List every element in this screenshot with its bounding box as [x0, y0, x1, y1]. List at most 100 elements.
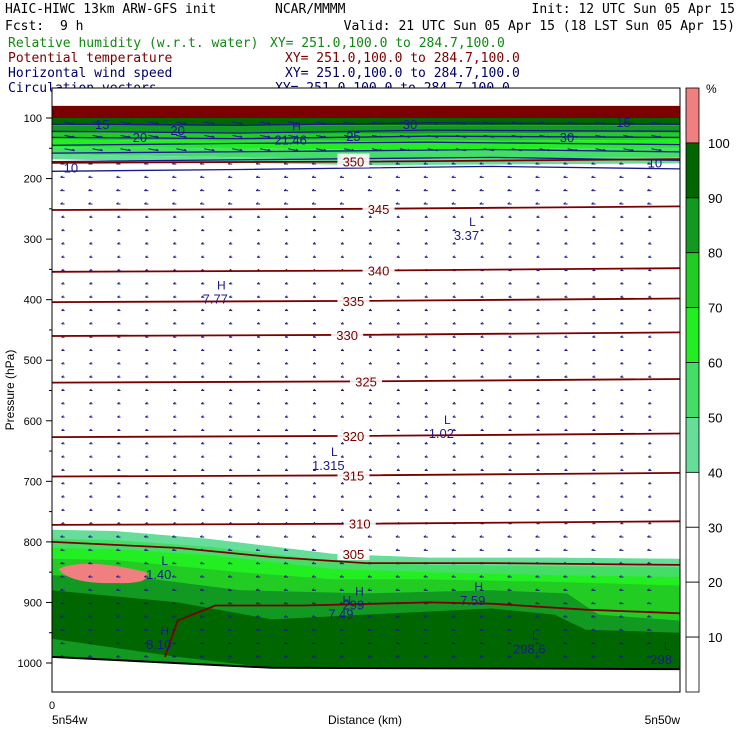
wind-label: 10 — [64, 161, 78, 176]
colorbar-level: 100 — [708, 136, 730, 151]
colorbar-segment — [685, 307, 700, 363]
hl-mark-type: H — [160, 624, 169, 638]
theta-label-bg — [362, 262, 395, 277]
wind-contour-line — [52, 141, 680, 146]
theta-contour-330 — [52, 331, 680, 337]
field-xy: XY= 251.0,100.0 to 284.7,100.0 — [285, 51, 520, 66]
hl-mark-value: 1.02 — [429, 426, 454, 441]
wind-contour-line — [52, 148, 680, 154]
colorbar-segment — [685, 142, 700, 199]
colorbar-level: 70 — [708, 301, 722, 316]
theta-label: 330 — [336, 328, 358, 343]
colorbar: % 10 20 30 40 50 60 70 80 90 100 — [685, 82, 730, 693]
y-tick-label: 200 — [24, 174, 42, 186]
x-left-label: 5n54w — [52, 713, 88, 727]
y-tick-label: 700 — [24, 476, 42, 488]
hl-mark-value: 298.6 — [513, 642, 546, 657]
colorbar-segment — [685, 526, 700, 583]
theta-label: 350 — [343, 155, 365, 170]
y-tick-label: 900 — [24, 597, 42, 609]
wind-contour-line — [52, 129, 680, 134]
hl-mark-type: H — [343, 594, 352, 608]
colorbar-level: 10 — [708, 630, 722, 645]
field-legend: Relative humidity (w.r.t. water) XY= 251.… — [8, 36, 520, 96]
theta-contour-low — [164, 601, 680, 658]
theta-label-bg — [343, 515, 376, 530]
rh-blob-over-100 — [58, 563, 148, 584]
field-name: Potential temperature — [8, 51, 173, 66]
rh-band-upper-90 — [52, 125, 680, 134]
wind-label: 30 — [403, 117, 417, 132]
theta-label-bg — [337, 546, 370, 560]
header-valid: Valid: 21 UTC Sun 05 Apr 15 (18 LST Sun … — [344, 19, 735, 34]
theta-label-bg — [337, 292, 370, 307]
theta-label-bg — [362, 200, 395, 215]
hl-mark-type: L — [532, 629, 539, 643]
field-xy: XY= 251.0,100.0 to 284.7,100.0 — [270, 36, 505, 51]
hl-mark-value: 1.315 — [312, 458, 345, 473]
hl-mark-value: 21.46 — [274, 132, 307, 147]
hl-mark-type: H — [474, 580, 483, 594]
wind-contour-line — [52, 122, 680, 126]
colorbar-segment — [685, 197, 700, 254]
theta-label-bg — [331, 326, 364, 341]
wind-label: 25 — [346, 129, 360, 144]
x-zero-label: 0 — [49, 700, 55, 712]
header-org: NCAR/MMMM — [275, 2, 346, 17]
colorbar-segment — [685, 252, 700, 309]
hl-mark-value: 1.40 — [146, 567, 171, 582]
hl-mark-type: L — [331, 445, 338, 459]
colorbar-level: 90 — [708, 191, 722, 206]
hl-mark-type: H — [355, 584, 364, 598]
theta-label: 315 — [343, 468, 365, 483]
colorbar-segment — [685, 581, 700, 638]
colorbar-segment — [685, 471, 700, 528]
hl-mark-type: L — [444, 413, 451, 427]
y-tick-label: 500 — [24, 355, 42, 367]
wind-contour-line — [52, 156, 680, 163]
x-right-label: 5n50w — [645, 713, 681, 727]
field-name: Relative humidity (w.r.t. water) — [8, 36, 258, 51]
colorbar-level: 80 — [708, 246, 722, 261]
hl-mark-type: L — [469, 215, 476, 229]
wind-contour-line — [52, 165, 680, 172]
rh-band-low-100 — [52, 590, 680, 670]
theta-label: 345 — [368, 202, 390, 217]
theta-label: 340 — [368, 264, 390, 279]
hl-mark-type: L — [161, 554, 168, 568]
hl-mark-type: H — [292, 119, 301, 133]
y-tick-label: 600 — [24, 416, 42, 428]
colorbar-segment — [685, 362, 700, 418]
wind-contour-line — [52, 135, 680, 140]
field-name: Horizontal wind speed — [8, 66, 172, 81]
colorbar-segment — [685, 417, 700, 473]
hl-mark-value: 8.10 — [146, 637, 171, 652]
rh-band-upper-70 — [52, 139, 680, 150]
header-init: Init: 12 UTC Sun 05 Apr 15 — [532, 2, 736, 17]
hl-mark-value: 298 — [650, 652, 672, 667]
terrain-line — [52, 655, 680, 671]
colorbar-level: 20 — [708, 575, 722, 590]
header-model: HAIC-HIWC 13km ARW-GFS init — [5, 2, 216, 17]
wind-label: 20 — [170, 123, 184, 138]
theta-label: 305 — [343, 547, 365, 562]
colorbar-level: 60 — [708, 356, 722, 371]
header-fcst-label: Fcst: — [5, 19, 44, 34]
colorbar-level: 30 — [708, 520, 722, 535]
colorbar-segment — [685, 87, 700, 144]
y-tick-label: 800 — [24, 537, 42, 549]
hl-mark-value: 7.59 — [460, 593, 485, 608]
hl-mark-type: H — [217, 279, 226, 293]
theta-label: 325 — [355, 374, 377, 389]
hl-mark-type: L — [664, 639, 671, 653]
hl-mark-value: 7.49 — [328, 607, 353, 622]
y-tick-label: 300 — [24, 234, 42, 246]
theta-label-bg — [350, 373, 382, 388]
field-xy: XY= 251.0,100.0 to 284.7,100.0 — [285, 66, 520, 81]
theta-label-bg — [337, 153, 370, 168]
y-axis: 100 200 300 400 500 600 700 800 900 1000 — [18, 113, 52, 670]
wind-label: 15 — [95, 117, 109, 132]
hl-mark-value: 7.77 — [203, 292, 228, 307]
